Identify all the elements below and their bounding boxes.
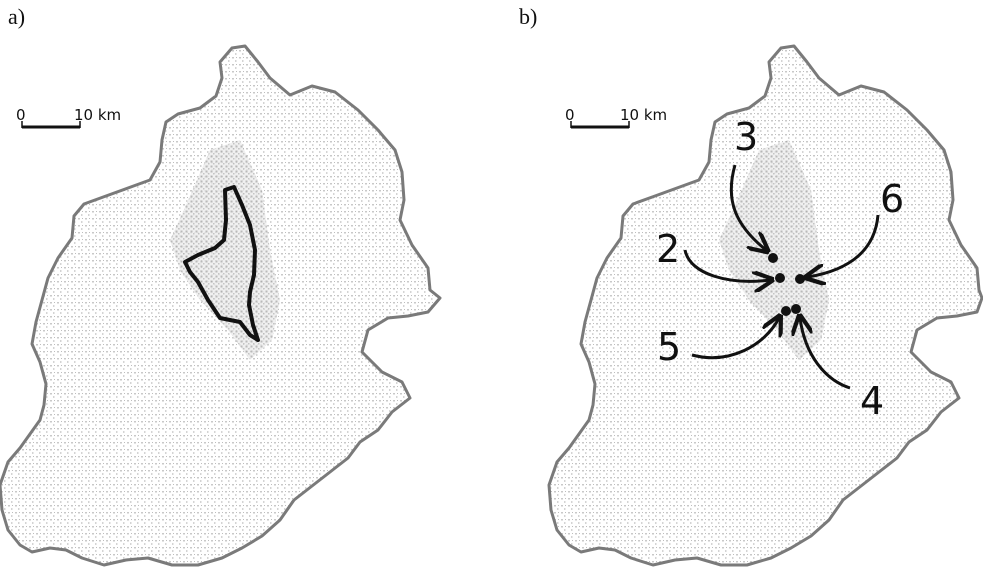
study-area-outline xyxy=(183,185,260,342)
arrow-4 xyxy=(800,318,851,390)
arrow-5 xyxy=(691,318,779,360)
marker-label-2: 2 xyxy=(656,227,680,271)
location-point-4 xyxy=(791,304,801,314)
urban-core-b xyxy=(719,140,829,360)
location-point-3 xyxy=(768,253,778,263)
marker-label-5: 5 xyxy=(657,325,681,369)
marker-label-4: 4 xyxy=(860,379,884,423)
panel-a-map xyxy=(0,44,442,567)
urban-core-a xyxy=(170,140,280,360)
arrow-2 xyxy=(683,249,770,281)
location-point-6 xyxy=(795,274,805,284)
scale-b-end: 10 km xyxy=(620,106,668,124)
scale-a-end: 10 km xyxy=(74,106,122,124)
panel-a-label: a) xyxy=(8,4,26,29)
panel-b-label: b) xyxy=(519,4,538,29)
marker-label-6: 6 xyxy=(880,177,904,221)
scale-bar-a xyxy=(21,121,81,129)
marker-label-3: 3 xyxy=(734,115,758,159)
arrow-6 xyxy=(808,214,880,277)
scale-bar-b xyxy=(570,121,630,129)
panel-b-map: 3 2 6 5 4 xyxy=(547,44,983,567)
arrow-3 xyxy=(729,164,766,250)
location-point-2 xyxy=(775,273,785,283)
scale-b-start: 0 xyxy=(565,106,575,124)
location-point-5 xyxy=(781,306,791,316)
scale-a-start: 0 xyxy=(16,106,26,124)
